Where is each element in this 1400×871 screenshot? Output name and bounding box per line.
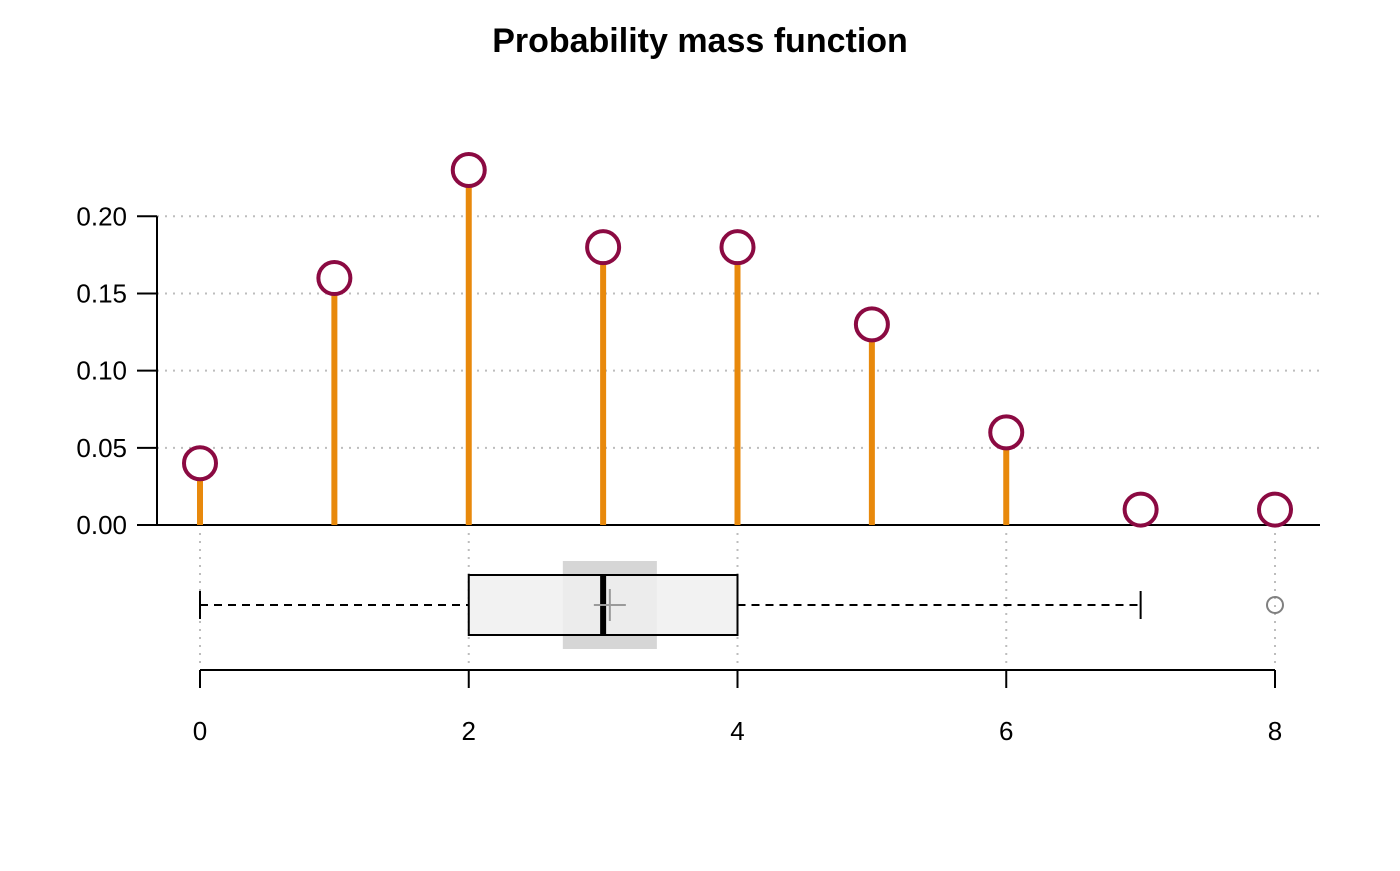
grid-layer: [157, 215, 1320, 668]
point-4: [719, 229, 756, 266]
boxplot-outlier-0: [1266, 596, 1284, 614]
y-tick-label-2: 0.10: [76, 356, 127, 386]
x-tick-label-3: 6: [999, 716, 1013, 746]
y-tick-label-0: 0.00: [76, 510, 127, 540]
point-7: [1122, 491, 1159, 528]
boxplot-layer: [199, 561, 1284, 649]
y-tick-label-4: 0.20: [76, 201, 127, 231]
point-3: [585, 229, 622, 266]
x-tick-label-2: 4: [730, 716, 744, 746]
point-0: [182, 445, 218, 482]
axis-layer: 0.00 0.05 0.10 0.15 0.20 0 2 4 6 8: [76, 201, 1320, 746]
x-tick-label-1: 2: [462, 716, 476, 746]
x-tick-label-4: 8: [1268, 716, 1282, 746]
stem-layer: [197, 170, 1278, 525]
point-2: [450, 152, 487, 188]
point-5: [853, 306, 890, 343]
y-tick-label-3: 0.15: [76, 278, 127, 308]
point-6: [988, 414, 1025, 451]
x-tick-label-0: 0: [193, 716, 207, 746]
point-8: [1257, 491, 1293, 528]
chart-title: Probability mass function: [492, 22, 908, 60]
point-1: [316, 260, 353, 297]
point-layer: [182, 152, 1293, 528]
y-tick-label-1: 0.05: [76, 433, 127, 463]
